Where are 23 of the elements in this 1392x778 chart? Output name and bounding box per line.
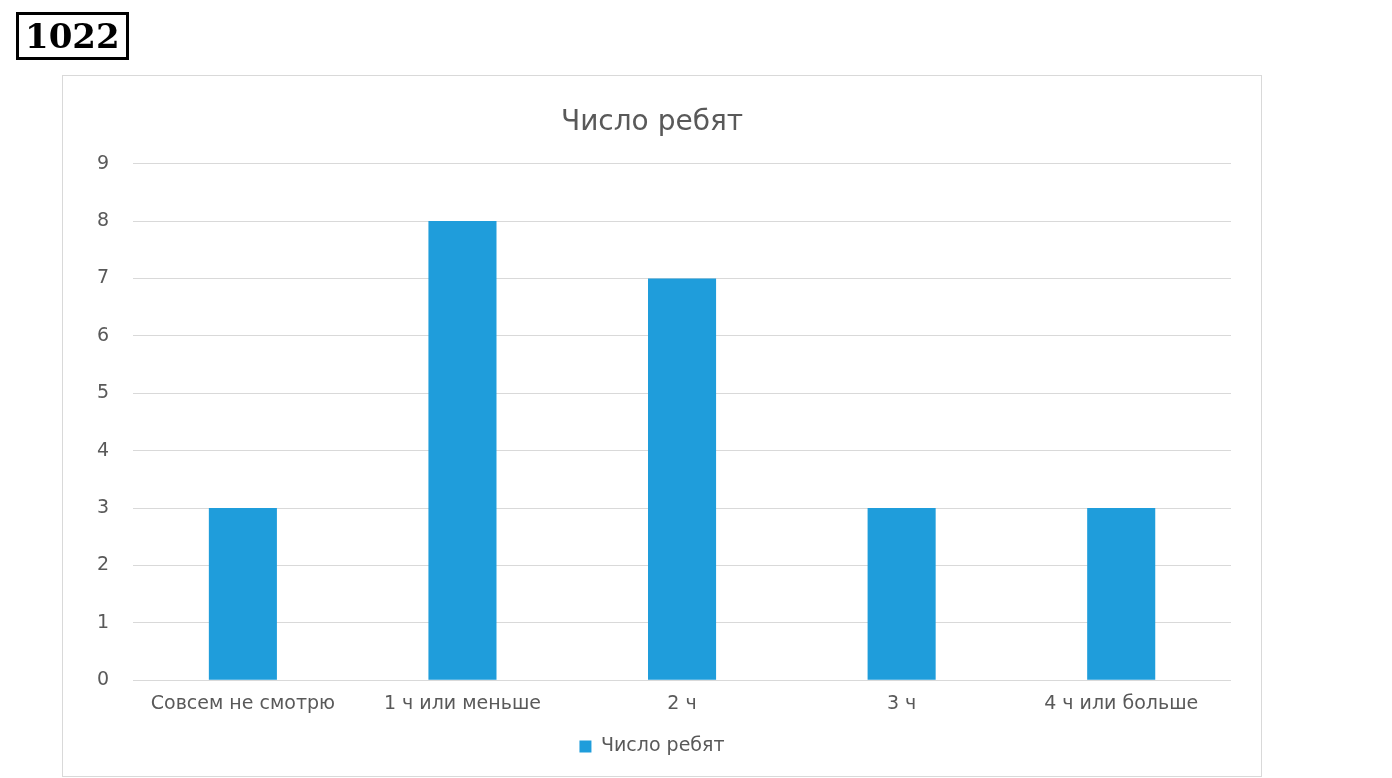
y-tick-label: 0	[96, 667, 110, 690]
bar	[208, 508, 277, 680]
x-tick-label: Совсем не смотрю	[150, 690, 336, 713]
text: 1022	[16, 12, 129, 60]
chart-title: Число ребят	[560, 104, 744, 138]
y-tick-label: 7	[96, 265, 110, 288]
legend-label: Число ребят	[600, 733, 725, 756]
y-tick-label: 9	[96, 150, 110, 173]
y-tick-label: 3	[96, 494, 110, 517]
bar	[867, 508, 936, 680]
bar	[428, 221, 497, 680]
x-tick-label: 3 ч	[886, 690, 917, 713]
x-tick-label: 4 ч или больше	[1044, 690, 1199, 713]
y-tick-label: 5	[96, 380, 110, 403]
y-tick-label: 8	[96, 207, 110, 230]
y-tick-label: 1	[96, 609, 110, 632]
bar	[1087, 508, 1156, 680]
y-tick-label: 2	[96, 552, 110, 575]
x-tick-label: 2 ч	[667, 690, 697, 713]
x-tick-label: 1 ч или меньше	[383, 690, 541, 713]
y-tick-label: 4	[96, 437, 110, 460]
bar	[648, 278, 717, 680]
y-tick-label: 6	[96, 322, 110, 345]
